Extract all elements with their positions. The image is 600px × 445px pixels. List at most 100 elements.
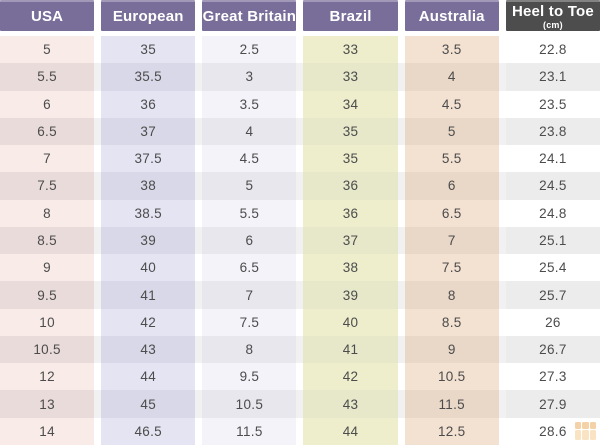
- cell-european: 45: [101, 390, 196, 418]
- cell-usa: 5.5: [0, 63, 95, 91]
- table-row: 7.5 38 5 36 6 24.5: [0, 172, 600, 200]
- cell-brazil: 44: [303, 417, 398, 445]
- cell-brazil: 36: [303, 172, 398, 200]
- cell-usa: 8.5: [0, 226, 95, 255]
- table-row: 6.5 37 4 35 5 23.8: [0, 117, 600, 146]
- cell-heel-to-toe: 24.5: [505, 172, 600, 200]
- cell-australia: 7: [404, 226, 499, 255]
- table-grid-logo-block: [589, 430, 596, 440]
- column-header-label: European: [112, 8, 184, 25]
- cell-european: 37: [101, 117, 196, 146]
- cell-great-britain: 9.5: [202, 363, 297, 391]
- cell-usa: 6: [0, 90, 95, 118]
- cell-great-britain: 6: [202, 226, 297, 255]
- cell-usa: 8: [0, 199, 95, 227]
- table-body: 5 35 2.5 33 3.5 22.8 5.5 35.5 3 33 4 23.1 6 36 3.5 34 4.…: [0, 36, 600, 445]
- cell-brazil: 37: [303, 226, 398, 255]
- cell-brazil: 40: [303, 308, 398, 336]
- column-header-usa: USA: [0, 0, 95, 31]
- cell-great-britain: 2.5: [202, 36, 297, 64]
- table-row: 8 38.5 5.5 36 6.5 24.8: [0, 199, 600, 227]
- cell-european: 35.5: [101, 63, 196, 91]
- cell-european: 38: [101, 172, 196, 200]
- table-grid-logo-block: [575, 430, 582, 440]
- column-header-label: Australia: [418, 8, 485, 25]
- cell-australia: 10.5: [404, 363, 499, 391]
- cell-heel-to-toe: 24.8: [505, 199, 600, 227]
- cell-brazil: 42: [303, 363, 398, 391]
- cell-brazil: 34: [303, 90, 398, 118]
- cell-australia: 5: [404, 117, 499, 146]
- cell-usa: 9: [0, 254, 95, 282]
- cell-australia: 6.5: [404, 199, 499, 227]
- cell-european: 37.5: [101, 145, 196, 173]
- cell-australia: 6: [404, 172, 499, 200]
- cell-great-britain: 4.5: [202, 145, 297, 173]
- cell-australia: 4.5: [404, 90, 499, 118]
- column-header-european: European: [101, 0, 196, 31]
- cell-brazil: 35: [303, 117, 398, 146]
- cell-european: 43: [101, 335, 196, 364]
- cell-usa: 10: [0, 308, 95, 336]
- cell-heel-to-toe: 23.5: [505, 90, 600, 118]
- cell-australia: 9: [404, 335, 499, 364]
- cell-european: 35: [101, 36, 196, 64]
- cell-great-britain: 8: [202, 335, 297, 364]
- table-row: 9 40 6.5 38 7.5 25.4: [0, 254, 600, 282]
- table-grid-logo-block: [575, 422, 582, 429]
- cell-australia: 12.5: [404, 417, 499, 445]
- cell-heel-to-toe: 26: [505, 308, 600, 336]
- cell-australia: 3.5: [404, 36, 499, 64]
- table-header-row: USA European Great Britain Brazil Australia H…: [0, 0, 600, 31]
- cell-heel-to-toe: 25.4: [505, 254, 600, 282]
- cell-heel-to-toe: 26.7: [505, 335, 600, 364]
- cell-great-britain: 3.5: [202, 90, 297, 118]
- cell-usa: 13: [0, 390, 95, 418]
- column-header-brazil: Brazil: [303, 0, 398, 31]
- cell-european: 46.5: [101, 417, 196, 445]
- cell-heel-to-toe: 28.6: [505, 417, 600, 445]
- cell-brazil: 33: [303, 36, 398, 64]
- cell-usa: 14: [0, 417, 95, 445]
- column-header-label: USA: [30, 8, 64, 25]
- cell-usa: 5: [0, 36, 95, 64]
- table-grid-logo-block: [589, 422, 596, 429]
- table-row: 10.5 43 8 41 9 26.7: [0, 335, 600, 364]
- cell-heel-to-toe: 23.1: [505, 63, 600, 91]
- column-header-great-britain: Great Britain: [202, 0, 297, 31]
- cell-usa: 6.5: [0, 117, 95, 146]
- cell-usa: 10.5: [0, 335, 95, 364]
- column-header-label: Heel to Toe: [511, 2, 594, 20]
- cell-european: 40: [101, 254, 196, 282]
- cell-heel-to-toe: 22.8: [505, 36, 600, 64]
- cell-great-britain: 5: [202, 172, 297, 200]
- cell-australia: 8: [404, 281, 499, 309]
- cell-great-britain: 7: [202, 281, 297, 309]
- column-header-label: Great Britain: [202, 8, 297, 25]
- cell-australia: 4: [404, 63, 499, 91]
- cell-brazil: 35: [303, 145, 398, 173]
- cell-european: 38.5: [101, 199, 196, 227]
- cell-great-britain: 5.5: [202, 199, 297, 227]
- cell-brazil: 38: [303, 254, 398, 282]
- cell-heel-to-toe: 25.7: [505, 281, 600, 309]
- table-grid-logo-block: [582, 430, 589, 440]
- cell-brazil: 33: [303, 63, 398, 91]
- table-row: 7 37.5 4.5 35 5.5 24.1: [0, 145, 600, 173]
- cell-european: 42: [101, 308, 196, 336]
- cell-brazil: 43: [303, 390, 398, 418]
- column-header-sublabel: (cm): [543, 19, 563, 30]
- cell-australia: 8.5: [404, 308, 499, 336]
- cell-brazil: 36: [303, 199, 398, 227]
- cell-great-britain: 6.5: [202, 254, 297, 282]
- cell-australia: 11.5: [404, 390, 499, 418]
- table-row: 9.5 41 7 39 8 25.7: [0, 281, 600, 309]
- column-header-label: Brazil: [329, 8, 372, 25]
- cell-usa: 12: [0, 363, 95, 391]
- cell-heel-to-toe: 23.8: [505, 117, 600, 146]
- cell-great-britain: 7.5: [202, 308, 297, 336]
- table-row: 8.5 39 6 37 7 25.1: [0, 226, 600, 255]
- cell-heel-to-toe: 27.9: [505, 390, 600, 418]
- table-row: 12 44 9.5 42 10.5 27.3: [0, 363, 600, 391]
